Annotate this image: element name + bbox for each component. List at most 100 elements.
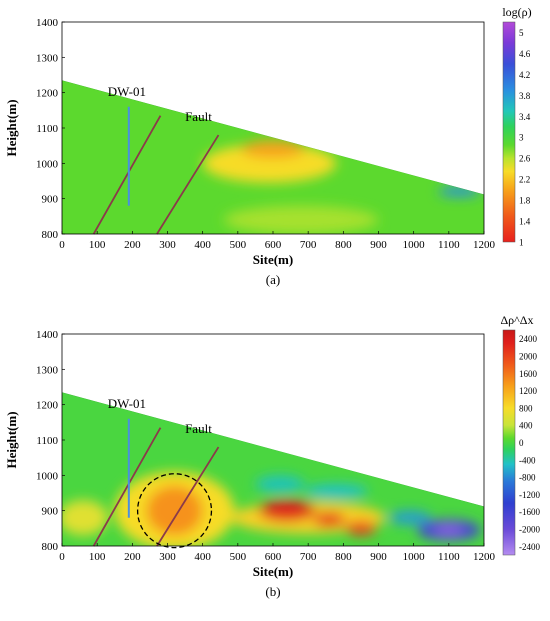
x-tick-label: 300 bbox=[159, 551, 176, 563]
label-fault: Fault bbox=[185, 421, 212, 436]
y-axis-label: Height(m) bbox=[4, 411, 19, 468]
x-tick-label: 700 bbox=[300, 551, 317, 563]
colorbar-tick-label: -800 bbox=[519, 473, 536, 483]
anomaly-9 bbox=[433, 523, 465, 537]
y-tick-label: 1000 bbox=[36, 470, 59, 482]
x-tick-label: 400 bbox=[194, 551, 211, 563]
y-tick-label: 1000 bbox=[36, 158, 59, 170]
anomaly-0 bbox=[202, 143, 337, 183]
y-tick-label: 1200 bbox=[36, 400, 59, 412]
y-tick-label: 1100 bbox=[36, 435, 58, 447]
chart-panel-a: DW-01 Fault 0 100 200 300 400 500 600 700 800 900 10… bbox=[4, 5, 532, 287]
x-tick-label: 1200 bbox=[473, 239, 496, 251]
colorbar-tick-label: 0 bbox=[519, 438, 524, 448]
colorbar bbox=[502, 21, 516, 243]
y-tick-label: 1100 bbox=[36, 123, 58, 135]
x-tick-label: 1100 bbox=[438, 551, 460, 563]
colorbar-tick-label: -2000 bbox=[519, 525, 540, 535]
colorbar-tick-label: 2400 bbox=[519, 334, 538, 344]
panel-label: (a) bbox=[266, 272, 280, 287]
fault-line-2 bbox=[156, 446, 220, 547]
y-tick-label: 900 bbox=[42, 194, 59, 206]
fault-line-1 bbox=[92, 427, 162, 547]
y-tick-label: 1400 bbox=[36, 329, 59, 341]
colorbar-tick-label: 3.4 bbox=[519, 112, 531, 122]
colorbar-tick-label: 800 bbox=[519, 403, 533, 413]
colorbar-tick-label: 3 bbox=[519, 133, 524, 143]
x-axis-label: Site(m) bbox=[253, 252, 293, 267]
x-tick-label: 600 bbox=[265, 239, 282, 251]
x-tick-label: 700 bbox=[300, 239, 317, 251]
x-tick-label: 300 bbox=[159, 239, 176, 251]
x-tick-label: 800 bbox=[335, 239, 352, 251]
colorbar-tick-label: 1600 bbox=[519, 369, 538, 379]
y-tick-label: 1300 bbox=[36, 52, 59, 64]
x-tick-label: 400 bbox=[194, 239, 211, 251]
x-tick-label: 200 bbox=[124, 239, 141, 251]
fault-line-2 bbox=[156, 134, 220, 235]
label-dw01: DW-01 bbox=[108, 396, 146, 411]
resistivity-section bbox=[62, 392, 484, 546]
y-tick-label: 800 bbox=[42, 541, 59, 553]
anomaly-4 bbox=[258, 500, 316, 522]
panel-label: (b) bbox=[265, 584, 280, 599]
colorbar-tick-label: -1600 bbox=[519, 507, 540, 517]
anomaly-1 bbox=[146, 485, 203, 536]
colorbar-title: log(ρ) bbox=[502, 5, 531, 19]
x-tick-label: 1000 bbox=[403, 239, 426, 251]
x-tick-label: 1200 bbox=[473, 551, 496, 563]
colorbar-tick-label: -400 bbox=[519, 455, 536, 465]
anomaly-highlight-circle bbox=[136, 473, 213, 549]
x-tick-label: 100 bbox=[89, 551, 106, 563]
y-tick-label: 800 bbox=[42, 229, 59, 241]
resistivity-section bbox=[62, 80, 484, 234]
anomaly-1 bbox=[241, 140, 305, 159]
colorbar-tick-label: 4.2 bbox=[519, 70, 530, 80]
fault-line-1 bbox=[92, 115, 162, 235]
colorbar-title: Δρ^Δx bbox=[500, 313, 533, 327]
label-fault: Fault bbox=[185, 109, 212, 124]
anomaly-2 bbox=[438, 186, 481, 197]
colorbar-tick-label: 400 bbox=[519, 421, 533, 431]
colorbar-tick-label: 1.4 bbox=[519, 217, 531, 227]
label-dw01: DW-01 bbox=[108, 84, 146, 99]
x-tick-label: 800 bbox=[335, 551, 352, 563]
x-tick-label: 1100 bbox=[438, 239, 460, 251]
colorbar-tick-label: 2.2 bbox=[519, 175, 530, 185]
anomaly-2 bbox=[62, 500, 108, 536]
x-axis-label: Site(m) bbox=[253, 564, 293, 579]
y-tick-label: 1300 bbox=[36, 364, 59, 376]
y-tick-label: 1400 bbox=[36, 17, 59, 29]
anomaly-6 bbox=[345, 521, 377, 536]
x-tick-label: 600 bbox=[265, 551, 282, 563]
x-tick-label: 0 bbox=[59, 239, 65, 251]
anomaly-11 bbox=[304, 484, 368, 499]
colorbar bbox=[502, 329, 516, 556]
colorbar-tick-label: -2400 bbox=[519, 542, 540, 552]
anomaly-10 bbox=[389, 510, 432, 525]
colorbar-tick-label: 4.6 bbox=[519, 49, 531, 59]
colorbar-tick-label: 5 bbox=[519, 28, 524, 38]
anomaly-7 bbox=[255, 475, 305, 493]
x-tick-label: 0 bbox=[59, 551, 65, 563]
anomaly-5 bbox=[313, 512, 346, 527]
x-tick-label: 900 bbox=[370, 239, 387, 251]
x-tick-label: 500 bbox=[230, 239, 247, 251]
colorbar-tick-label: 1200 bbox=[519, 386, 538, 396]
colorbar-tick-label: 2000 bbox=[519, 351, 538, 361]
colorbar-tick-label: 3.8 bbox=[519, 91, 531, 101]
colorbar-tick-label: -1200 bbox=[519, 490, 540, 500]
x-tick-label: 1000 bbox=[403, 551, 426, 563]
y-tick-label: 1200 bbox=[36, 88, 59, 100]
x-tick-label: 500 bbox=[230, 551, 247, 563]
x-tick-label: 200 bbox=[124, 551, 141, 563]
chart-panel-b: DW-01 Fault 0 100 200 300 400 500 600 700 800 900 10… bbox=[4, 313, 540, 599]
colorbar-tick-label: 2.6 bbox=[519, 154, 531, 164]
colorbar-tick-label: 1.8 bbox=[519, 196, 531, 206]
x-tick-label: 100 bbox=[89, 239, 106, 251]
y-tick-label: 900 bbox=[42, 506, 59, 518]
colorbar-tick-label: 1 bbox=[519, 238, 524, 248]
anomaly-3 bbox=[223, 205, 379, 234]
